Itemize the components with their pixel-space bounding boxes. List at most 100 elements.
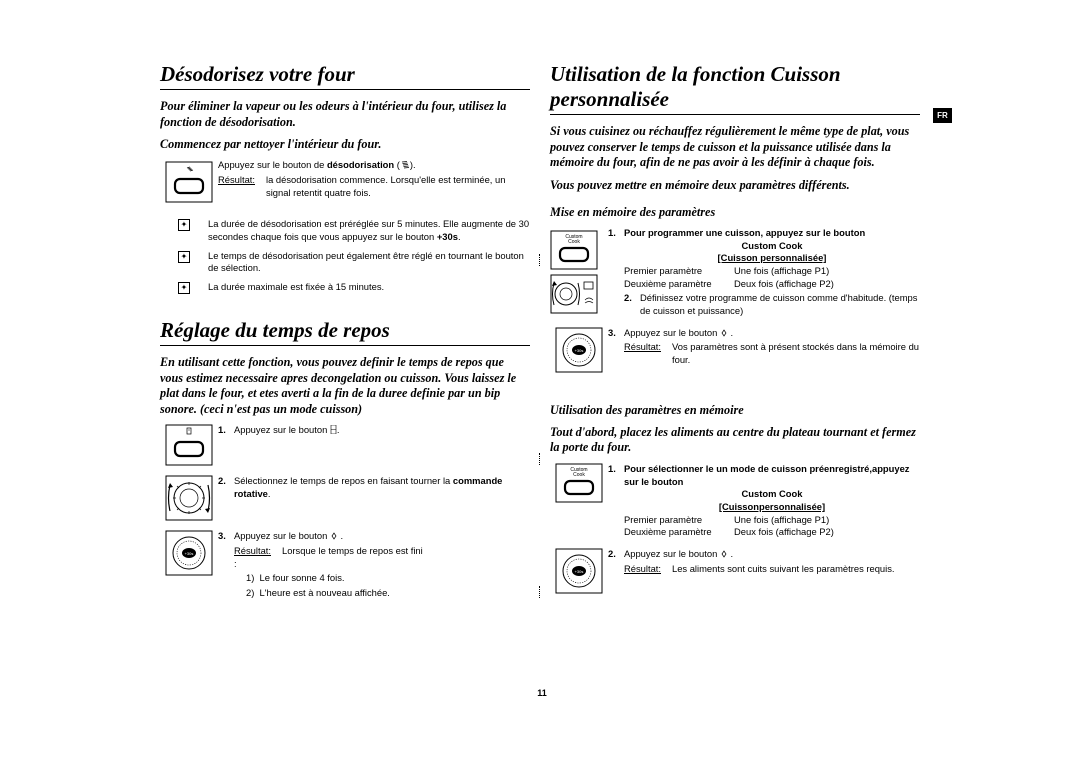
note-row: ✦ La durée de désodorisation est prérégl…	[160, 218, 530, 243]
step-number: 2.	[608, 548, 624, 594]
step-row: Appuyez sur le bouton de désodorisation …	[160, 159, 530, 203]
list-item: 1) Le four sonne 4 fois.	[246, 572, 530, 585]
text: Appuyez sur le bouton de	[218, 159, 327, 170]
text: .	[728, 548, 733, 559]
text: Appuyez sur le bouton	[234, 424, 330, 435]
note-text: La durée de désodorisation est préréglée…	[208, 218, 530, 243]
text-bold: +30s	[437, 231, 458, 242]
param-table: Deuxième paramètre Deux fois (affichage …	[624, 526, 920, 539]
text: Le four sonne 4 fois.	[260, 572, 345, 583]
right-column: Utilisation de la fonction Cuisson perso…	[550, 62, 920, 603]
note-row: ✦ Le temps de désodorisation peut égalem…	[160, 250, 530, 275]
svg-text:+30s: +30s	[575, 569, 584, 574]
custom-cook-diagram: Custom Cook	[550, 227, 608, 318]
text: .	[728, 327, 733, 338]
text: .	[338, 530, 343, 541]
text: Deux fois (affichage P2)	[734, 526, 920, 539]
result-text: Vos paramètres sont à présent stockés da…	[672, 341, 920, 366]
intro-text: Pour éliminer la vapeur ou les odeurs à …	[160, 99, 530, 130]
step-row: Custom Cook 1. Pour sélectionner le un m…	[550, 463, 920, 539]
section-title: Utilisation de la fonction Cuisson perso…	[550, 62, 920, 115]
step-number: 3.	[218, 530, 234, 599]
sub-heading: Vous pouvez mettre en mémoire deux param…	[550, 178, 920, 193]
button-panel-diagram	[160, 424, 218, 466]
note-text: Le temps de désodorisation peut égalemen…	[208, 250, 530, 275]
text: Deuxième paramètre	[624, 526, 734, 539]
text: Deux fois (affichage P2)	[734, 278, 920, 291]
step-number: 1.	[608, 227, 624, 318]
section-title: Désodorisez votre four	[160, 62, 530, 90]
text: Sélectionnez le temps de repos en faisan…	[234, 475, 453, 486]
divider-dot	[539, 586, 540, 598]
divider-dot	[539, 254, 540, 266]
start-icon	[330, 532, 338, 540]
result-text: Les aliments sont cuits suivant les para…	[672, 563, 920, 576]
result-text: la désodorisation commence. Lorsqu'elle …	[266, 174, 530, 199]
step-text: Pour programmer une cuisson, appuyez sur…	[624, 227, 920, 318]
text: Une fois (affichage P1)	[734, 514, 920, 527]
start-icon	[720, 329, 728, 337]
step-row: 2. Sélectionnez le temps de repos en fai…	[160, 475, 530, 521]
step-row: +30s 3. Appuyez sur le bouton . Résultat…	[550, 327, 920, 373]
left-column: Désodorisez votre four Pour éliminer la …	[160, 62, 530, 609]
step-number: 3.	[608, 327, 624, 373]
svg-text:Cook: Cook	[573, 472, 585, 478]
step-row: +30s 2. Appuyez sur le bouton . Résultat…	[550, 548, 920, 594]
text: La durée de désodorisation est préréglée…	[208, 218, 529, 242]
intro-text: En utilisant cette fonction, vous pouvez…	[160, 355, 530, 417]
button-panel-diagram	[160, 159, 218, 203]
text-bold: Custom Cook	[624, 488, 920, 501]
step-text: Appuyez sur le bouton . Résultat: Les al…	[624, 548, 920, 594]
step-row: +30s 3. Appuyez sur le bouton . Résultat…	[160, 530, 530, 599]
note-text: La durée maximale est fixée à 15 minutes…	[208, 281, 530, 294]
svg-text:+30s: +30s	[185, 551, 194, 556]
step-text: Appuyez sur le bouton . Résultat: Vos pa…	[624, 327, 920, 373]
step-text: Sélectionnez le temps de repos en faisan…	[234, 475, 530, 521]
deodorize-icon	[400, 161, 410, 169]
step-number: 2.	[218, 475, 234, 521]
step-text: Appuyez sur le bouton .	[234, 424, 530, 466]
text: Premier paramètre	[624, 265, 734, 278]
step-text: Appuyez sur le bouton de désodorisation …	[218, 159, 530, 203]
rotary-dial-diagram	[160, 475, 218, 521]
svg-text:Cook: Cook	[568, 239, 580, 245]
text: .	[268, 488, 271, 499]
step-number: 1.	[608, 463, 624, 539]
section-title: Réglage du temps de repos	[160, 318, 530, 346]
step-row: 1. Appuyez sur le bouton .	[160, 424, 530, 466]
language-tab: FR	[933, 108, 952, 123]
result-label: Résultat:	[218, 174, 266, 199]
custom-cook-diagram: Custom Cook	[550, 463, 608, 539]
sub-heading: Commencez par nettoyer l'intérieur du fo…	[160, 137, 530, 152]
text: Appuyez sur le bouton	[624, 327, 720, 338]
result-list: 1) Le four sonne 4 fois. 2) L'heure est …	[234, 572, 530, 599]
result-text: Lorsque le temps de repos est fini	[282, 545, 530, 558]
divider-dot	[539, 453, 540, 465]
step-number: 2.	[624, 292, 640, 317]
result-colon: :	[234, 558, 530, 571]
bullet-icon: ✦	[160, 218, 208, 243]
param-table: Premier paramètre Une fois (affichage P1…	[624, 265, 920, 278]
start-button-diagram: +30s	[160, 530, 218, 599]
text: .	[337, 424, 340, 435]
step-number: 1.	[218, 424, 234, 466]
text: Premier paramètre	[624, 514, 734, 527]
note-row: ✦ La durée maximale est fixée à 15 minut…	[160, 281, 530, 294]
text-bold: désodorisation	[327, 159, 394, 170]
result-label: Résultat:	[234, 545, 282, 558]
list-item: 2) L'heure est à nouveau affichée.	[246, 587, 530, 600]
text-bold: Custom Cook	[624, 240, 920, 253]
intro-text: Tout d'abord, placez les aliments au cen…	[550, 425, 920, 456]
param-table: Deuxième paramètre Deux fois (affichage …	[624, 278, 920, 291]
text: L'heure est à nouveau affichée.	[260, 587, 390, 598]
sub-heading: Mise en mémoire des paramètres	[550, 205, 920, 220]
step-text: Pour sélectionner le un mode de cuisson …	[624, 463, 920, 539]
text: Appuyez sur le bouton	[624, 548, 720, 559]
bullet-icon: ✦	[160, 250, 208, 275]
result-label: Résultat:	[624, 563, 672, 576]
text: Appuyez sur le bouton	[234, 530, 330, 541]
step-text: Appuyez sur le bouton . Résultat: Lorsqu…	[234, 530, 530, 599]
bullet-icon: ✦	[160, 281, 208, 294]
text-bold: Pour programmer une cuisson, appuyez sur…	[624, 227, 920, 240]
text: Deuxième paramètre	[624, 278, 734, 291]
